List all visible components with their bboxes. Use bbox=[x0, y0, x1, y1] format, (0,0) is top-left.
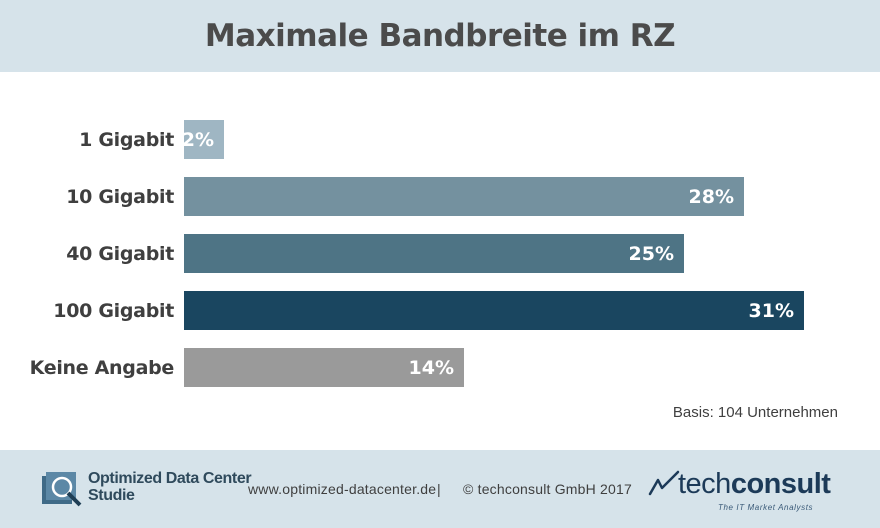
brand-name: techconsult bbox=[678, 468, 831, 501]
footer-separator: | bbox=[437, 481, 441, 497]
value-label: 28% bbox=[688, 186, 734, 208]
category-label: 100 Gigabit bbox=[53, 300, 174, 322]
bar bbox=[184, 234, 684, 273]
brand-tagline: The IT Market Analysts bbox=[718, 503, 814, 512]
category-label: 1 Gigabit bbox=[79, 129, 174, 151]
swoosh-icon bbox=[648, 470, 680, 496]
title-banner: Maximale Bandbreite im RZ bbox=[0, 0, 880, 72]
category-label: 10 Gigabit bbox=[66, 186, 174, 208]
study-logo-text: Optimized Data Center Studie bbox=[88, 470, 252, 504]
chart-title: Maximale Bandbreite im RZ bbox=[204, 18, 676, 54]
value-label: 14% bbox=[408, 357, 454, 379]
study-logo-line1: Optimized Data Center bbox=[88, 470, 252, 487]
techconsult-logo: techconsult The IT Market Analysts bbox=[648, 462, 848, 518]
brand-name-bold: consult bbox=[730, 468, 831, 500]
category-label: 40 Gigabit bbox=[66, 243, 174, 265]
value-label: 2% bbox=[181, 129, 214, 151]
bar bbox=[184, 291, 804, 330]
value-label: 25% bbox=[628, 243, 674, 265]
datacenter-logo-icon bbox=[42, 472, 82, 507]
bar bbox=[184, 348, 464, 387]
base-note: Basis: 104 Unternehmen bbox=[672, 404, 838, 421]
study-logo-line2: Studie bbox=[88, 487, 135, 504]
bar bbox=[184, 177, 744, 216]
bar-chart: 1 Gigabit 2% 10 Gigabit 28% 40 Gigabit 25% 100… bbox=[0, 100, 880, 400]
bar bbox=[184, 120, 224, 159]
category-label: Keine Angabe bbox=[29, 357, 175, 379]
brand-name-light: tech bbox=[678, 468, 731, 500]
footer: Optimized Data Center Studie www.optimiz… bbox=[0, 450, 880, 528]
website-link[interactable]: www.optimized-datacenter.de bbox=[248, 481, 437, 497]
value-label: 31% bbox=[748, 300, 794, 322]
copyright-text: © techconsult GmbH 2017 bbox=[463, 481, 632, 497]
